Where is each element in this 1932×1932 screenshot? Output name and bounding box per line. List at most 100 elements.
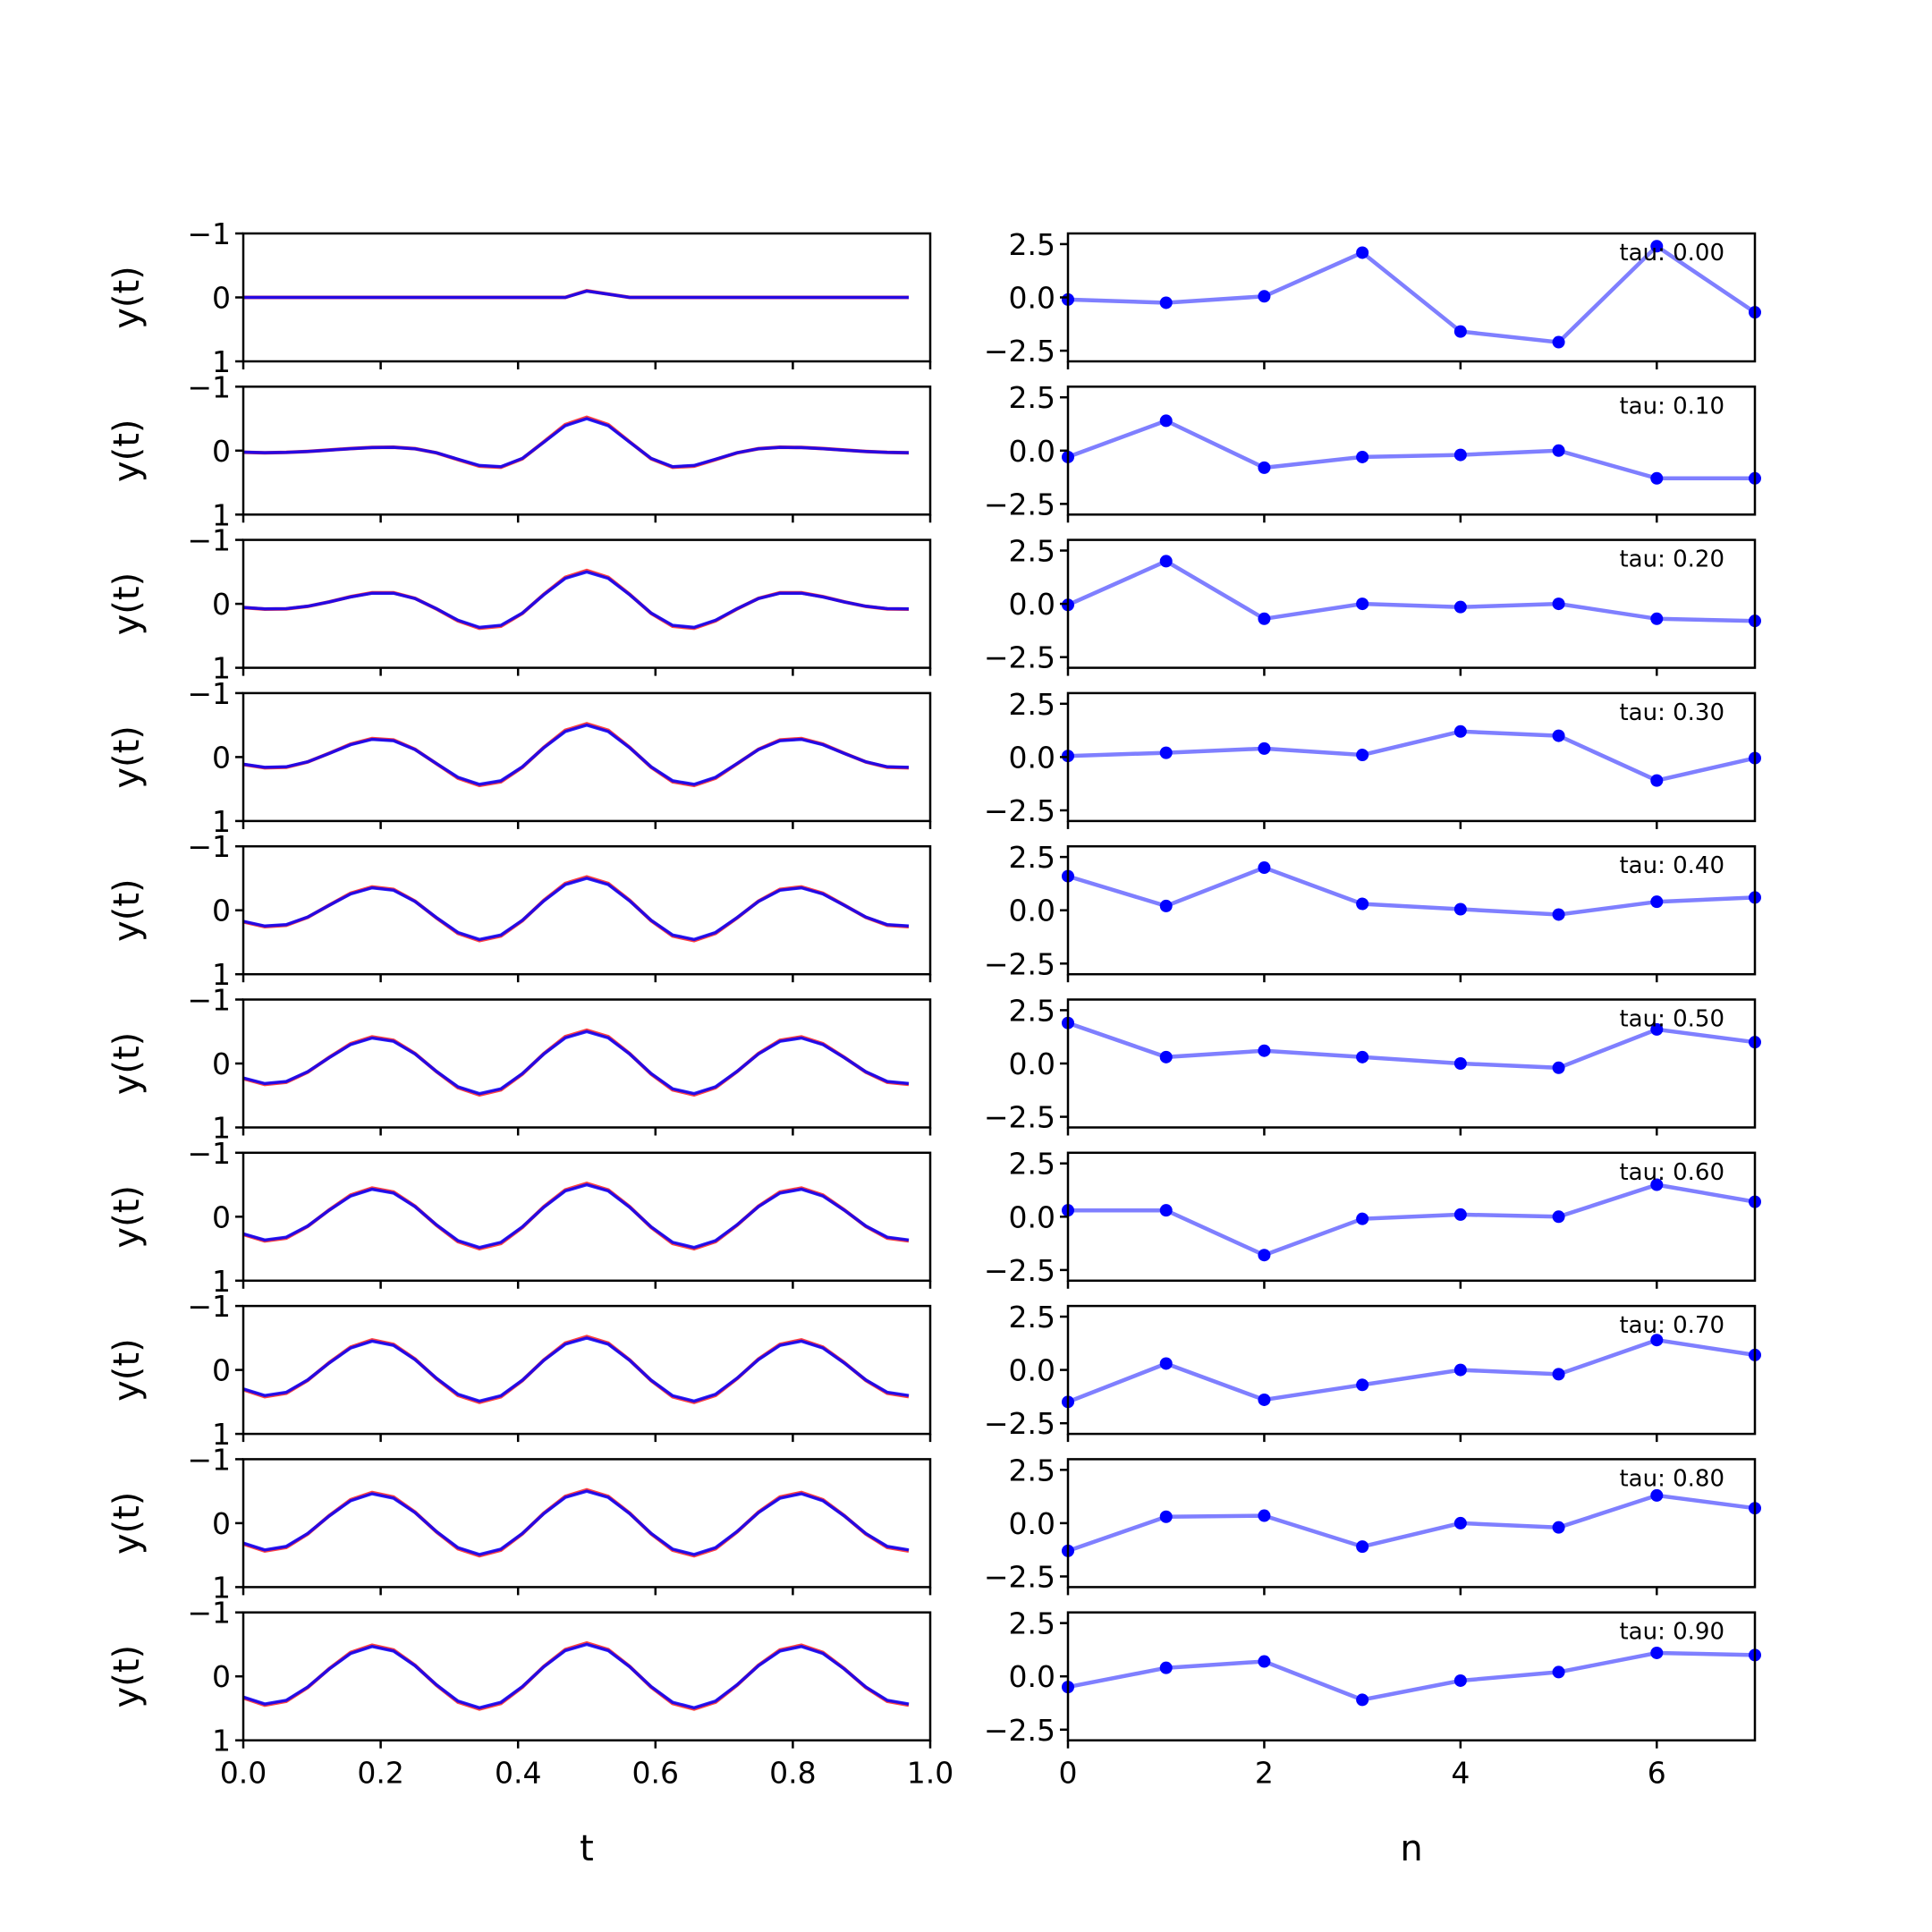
right-ytick-label-9-0: 2.5 [1009,1606,1055,1641]
series-point-9-2 [1258,1655,1271,1668]
left-ytick-label-4-2: −1 [187,829,231,864]
right-xtick-label-3: 6 [1648,1756,1666,1791]
series-point-4-3 [1356,897,1369,911]
tau-annotation-6: tau: 0.60 [1619,1159,1724,1186]
left-ytick-label-8-1: 0 [212,1506,231,1541]
left-ytick-label-5-1: 0 [212,1046,231,1081]
series-point-5-5 [1552,1061,1565,1074]
series-point-6-6 [1650,1178,1664,1191]
left-axes-frame-5 [242,998,932,1129]
left-panel-8: 1 0 −1 y(t) [106,1442,932,1605]
series-line-7 [1067,1337,1756,1404]
left-ytick-label-8-2: −1 [187,1442,231,1477]
left-panel-7: 1 0 −1 y(t) [106,1289,932,1452]
prediction-line-8 [242,1489,910,1556]
series-point-2-2 [1258,612,1271,625]
left-axes-frame-3 [242,691,932,823]
left-axes-frame-9 [242,1611,932,1741]
left-ytick-label-4-1: 0 [212,894,231,928]
series-point-7-6 [1650,1334,1664,1347]
prediction-line-0 [243,289,909,300]
right-ytick-label-0-0: 2.5 [1009,227,1055,262]
left-ytick-label-1-0: 1 [212,497,231,532]
prediction-line-5 [242,1030,910,1096]
series-point-6-4 [1453,1208,1467,1221]
prediction-line-2 [242,570,910,630]
right-ytick-label-3-2: −2.5 [984,793,1055,828]
target-line-9 [242,1640,910,1711]
target-line-8 [242,1487,910,1558]
right-xtick-label-0: 0 [1059,1756,1078,1791]
series-point-3-5 [1552,729,1565,742]
series-line-0 [1067,243,1757,344]
series-point-2-6 [1650,612,1664,625]
left-xtick-label-0: 0.0 [220,1756,267,1791]
target-line-1 [242,415,910,470]
right-ytick-label-6-2: −2.5 [984,1253,1055,1288]
series-line-8 [1067,1493,1756,1554]
tau-annotation-7: tau: 0.70 [1619,1312,1724,1339]
right-ytick-label-4-1: 0.0 [1009,894,1055,928]
right-ytick-label-7-0: 2.5 [1009,1300,1055,1335]
series-point-3-2 [1258,741,1271,755]
series-point-4-2 [1258,861,1271,875]
left-axes-frame-2 [242,538,932,669]
series-point-3-3 [1356,749,1369,762]
series-point-4-1 [1159,899,1173,912]
left-ytick-label-9-2: −1 [187,1596,231,1631]
left-axes-frame-6 [242,1151,932,1283]
left-ytick-label-9-0: 1 [212,1724,231,1758]
series-point-0-2 [1258,290,1271,303]
series-point-8-6 [1650,1488,1664,1502]
series-point-6-5 [1552,1210,1565,1224]
right-ytick-label-9-2: −2.5 [984,1713,1055,1748]
left-panel-3: 1 0 −1 y(t) [106,676,932,839]
left-panel-5: 1 0 −1 y(t) [106,983,932,1146]
tau-annotation-4: tau: 0.40 [1619,852,1724,879]
series-point-3-1 [1159,746,1173,759]
right-panel-3: 2.5 0.0 −2.5 tau: 0.30 [984,687,1761,829]
left-ytick-label-7-0: 1 [212,1417,231,1452]
series-point-9-5 [1552,1665,1565,1679]
series-line-9 [1067,1650,1756,1702]
series-point-5-3 [1356,1050,1369,1063]
left-ylabel-6: y(t) [106,1185,148,1249]
left-ylabel-8: y(t) [106,1492,148,1555]
left-ytick-label-5-2: −1 [187,983,231,1018]
left-ylabel-3: y(t) [106,725,148,789]
right-ytick-label-0-2: −2.5 [984,334,1055,369]
series-point-5-2 [1258,1044,1271,1057]
left-xtick-label-2: 0.4 [495,1756,541,1791]
left-ylabel-9: y(t) [106,1645,148,1708]
series-point-5-1 [1159,1050,1173,1063]
left-ytick-label-7-1: 0 [212,1353,231,1388]
series-point-5-4 [1453,1057,1467,1070]
left-ytick-label-2-1: 0 [212,587,231,622]
series-line-3 [1067,729,1756,783]
series-point-8-5 [1552,1521,1565,1534]
left-xtick-label-4: 0.8 [769,1756,816,1791]
series-point-1-2 [1258,461,1271,474]
series-point-9-6 [1650,1646,1664,1659]
left-xtick-label-3: 0.6 [632,1756,679,1791]
right-panel-5: 2.5 0.0 −2.5 tau: 0.50 [984,993,1761,1136]
series-line-1 [1067,418,1755,481]
left-xtick-label-5: 1.0 [907,1756,953,1791]
left-ytick-label-4-0: 1 [212,957,231,992]
left-panel-6: 1 0 −1 y(t) [106,1136,932,1299]
left-ytick-label-2-0: 1 [212,651,231,686]
left-ytick-label-6-0: 1 [212,1264,231,1299]
right-ytick-label-1-2: −2.5 [984,487,1055,521]
right-ytick-label-2-1: 0.0 [1009,587,1055,622]
left-ytick-label-3-0: 1 [212,804,231,839]
series-point-9-3 [1356,1693,1369,1707]
left-ytick-label-5-0: 1 [212,1111,231,1146]
right-panel-9: 2.5 0.0 −2.50 2 4 6 tau: 0.90 [984,1606,1761,1791]
right-ytick-label-5-2: −2.5 [984,1100,1055,1135]
series-point-1-6 [1650,471,1664,485]
target-line-7 [242,1335,910,1404]
tau-annotation-8: tau: 0.80 [1619,1465,1724,1492]
right-ytick-label-5-0: 2.5 [1009,993,1055,1028]
target-line-3 [242,722,910,788]
right-panel-2: 2.5 0.0 −2.5 tau: 0.20 [984,534,1761,676]
